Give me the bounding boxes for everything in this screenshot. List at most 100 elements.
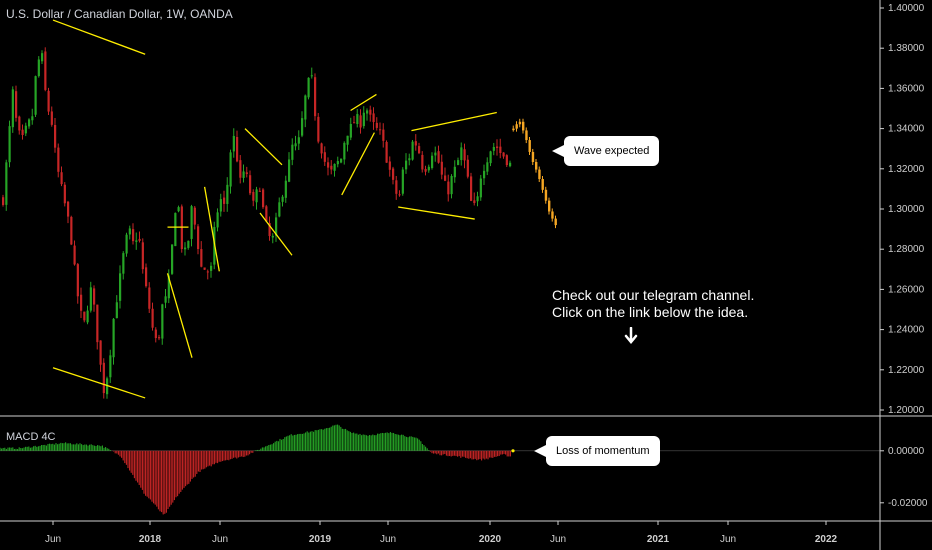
candle [327, 157, 330, 176]
candle [434, 146, 437, 162]
pattern-trendline[interactable] [259, 212, 293, 256]
candle [89, 281, 92, 313]
candle [385, 140, 388, 163]
time-tick-label: Jun [45, 534, 61, 545]
candle [109, 349, 112, 383]
candle [418, 142, 421, 155]
candle [336, 156, 339, 168]
time-tick-label: Jun [550, 534, 566, 545]
candle [24, 122, 27, 137]
candle [31, 108, 34, 125]
candle [278, 197, 281, 218]
candle [128, 225, 131, 240]
candle [80, 287, 83, 319]
time-tick-label: Jun [380, 534, 396, 545]
candle [499, 138, 502, 159]
candle [463, 143, 466, 169]
candle [223, 190, 226, 212]
candle [60, 166, 63, 187]
projection-candle [531, 148, 535, 166]
candle [180, 204, 183, 253]
candle [447, 174, 450, 202]
candle [112, 317, 115, 365]
candle [67, 200, 70, 224]
candle [323, 146, 326, 166]
candle [453, 160, 456, 183]
candle [145, 263, 148, 288]
candle [353, 115, 356, 124]
macd-title: MACD 4C [6, 431, 56, 443]
candle [291, 138, 294, 166]
candle [388, 156, 391, 177]
time-axis[interactable]: Jun 2018 Jun 2019 Jun 2020 Jun 2021 Jun 2022 [0, 520, 932, 545]
candle [301, 111, 304, 138]
pattern-trendline[interactable] [244, 128, 283, 166]
candle [138, 231, 141, 243]
candle [284, 175, 287, 203]
candle [125, 232, 128, 257]
pattern-trendline[interactable] [203, 186, 220, 272]
candle [379, 122, 382, 135]
candle [187, 240, 190, 250]
pattern-trendline[interactable] [341, 132, 375, 196]
candle [148, 282, 151, 313]
candle [119, 265, 122, 309]
candle [359, 109, 362, 134]
candle [54, 118, 57, 153]
price-tick-label: 1.40000 [888, 3, 925, 14]
candle [268, 216, 271, 241]
candle [450, 174, 453, 199]
telegram-line-2: Click on the link below the idea. [552, 304, 749, 320]
loss-of-momentum-label: Loss of momentum [556, 445, 650, 457]
price-tick-label: 1.38000 [888, 43, 925, 54]
candle [2, 194, 5, 207]
candle [307, 77, 310, 100]
macd-axis[interactable]: 0.00000 -0.02000 [880, 446, 928, 509]
candle [362, 106, 365, 129]
pattern-trendline[interactable] [52, 19, 146, 55]
candle [398, 190, 401, 197]
candle [154, 327, 157, 343]
candle [41, 50, 44, 65]
macd-tick-label: -0.02000 [888, 498, 928, 509]
candle [320, 142, 323, 159]
candle [57, 143, 60, 178]
candle [492, 142, 495, 156]
candle [275, 212, 278, 242]
candle [304, 94, 307, 128]
time-tick-label: Jun [720, 534, 736, 545]
time-tick-label: 2021 [647, 534, 670, 545]
projection-candle [518, 118, 522, 128]
price-tick-label: 1.22000 [888, 365, 925, 376]
candle [106, 376, 109, 399]
pattern-trendline[interactable] [398, 206, 475, 220]
time-tick-label: 2020 [479, 534, 502, 545]
candle [174, 212, 177, 247]
candle [372, 107, 375, 130]
pattern-trendline[interactable] [350, 93, 377, 112]
candle [457, 157, 460, 166]
projection-candle [525, 127, 528, 144]
pattern-trendline[interactable] [52, 367, 146, 399]
candle [96, 304, 99, 350]
pattern-trendline[interactable] [411, 111, 497, 132]
pattern-trendline[interactable] [166, 273, 193, 358]
candle [479, 174, 482, 201]
price-axis[interactable]: 1.40000 1.38000 1.36000 1.34000 1.32000 1.300… [879, 0, 925, 550]
candle [11, 86, 14, 133]
chart-title: U.S. Dollar / Canadian Dollar, 1W, OANDA [6, 7, 233, 21]
price-tick-label: 1.28000 [888, 244, 925, 255]
candle [265, 204, 268, 223]
candle [431, 152, 434, 170]
candle [421, 151, 424, 173]
candle [151, 302, 154, 331]
candle [346, 135, 349, 152]
projection-candle [515, 121, 518, 132]
time-tick-label: 2018 [139, 534, 162, 545]
candle [473, 192, 476, 206]
candle [460, 142, 463, 166]
price-tick-label: 1.34000 [888, 124, 925, 135]
candle [197, 224, 200, 255]
candle [401, 167, 404, 196]
